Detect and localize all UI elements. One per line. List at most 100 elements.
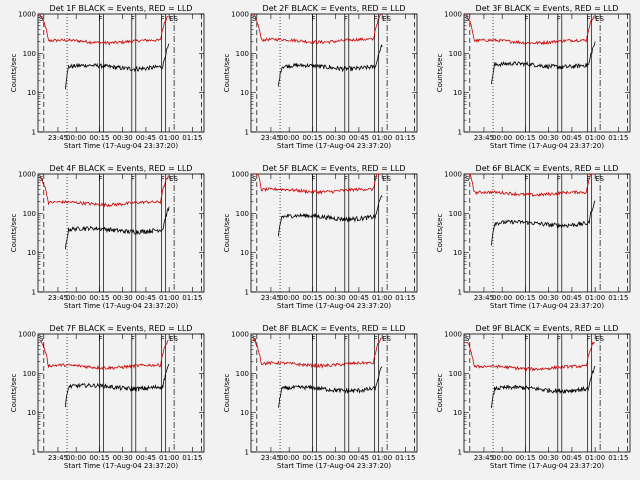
panel-title: Det 7F BLACK = Events, RED = LLD xyxy=(50,324,193,333)
x-tick-label: 00:15 xyxy=(89,134,109,142)
marker-label: F xyxy=(98,335,102,343)
x-tick-label: 00:30 xyxy=(539,134,559,142)
y-axis-label: Counts/sec xyxy=(436,54,444,93)
x-tick-label: 01:15 xyxy=(608,294,628,302)
x-tick-label: 00:30 xyxy=(113,294,133,302)
y-tick-label: 10 xyxy=(27,89,36,97)
panel-8: Det 8F BLACK = Events, RED = LLD 1 10 100 10… xyxy=(223,324,418,470)
x-axis-label: Start Time (17-Aug-04 23:37:20) xyxy=(490,302,604,310)
marker-label: F xyxy=(311,335,315,343)
y-tick-label: 1000 xyxy=(231,331,249,339)
x-tick-label: 00:15 xyxy=(515,134,535,142)
events-series-line xyxy=(491,41,596,85)
x-axis-label: Start Time (17-Aug-04 23:37:20) xyxy=(277,462,391,470)
x-tick-label: 23:45 xyxy=(48,454,68,462)
panel-9: Det 9F BLACK = Events, RED = LLD 1 10 100 10… xyxy=(436,324,631,470)
y-tick-label: 1 xyxy=(458,289,462,297)
marker-label: F xyxy=(557,335,561,343)
marker-label: ES xyxy=(382,335,391,343)
panel-7: Det 7F BLACK = Events, RED = LLD 1 10 100 10… xyxy=(10,324,205,470)
x-axis-label: Start Time (17-Aug-04 23:37:20) xyxy=(64,462,178,470)
marker-label: ES xyxy=(595,15,604,23)
y-tick-label: 1000 xyxy=(231,11,249,19)
y-tick-label: 10 xyxy=(453,409,462,417)
x-axis-label: Start Time (17-Aug-04 23:37:20) xyxy=(277,302,391,310)
y-tick-label: 1000 xyxy=(18,171,36,179)
plot-frame xyxy=(463,173,631,293)
y-tick-label: 10 xyxy=(453,249,462,257)
x-tick-label: 00:30 xyxy=(539,454,559,462)
x-tick-label: 00:15 xyxy=(302,454,322,462)
x-tick-label: 01:15 xyxy=(395,294,415,302)
lld-series-line xyxy=(466,173,595,197)
x-tick-label: 00:30 xyxy=(326,134,346,142)
marker-label: F xyxy=(344,335,348,343)
lld-series-line xyxy=(40,14,169,46)
marker-label: F xyxy=(131,175,135,183)
x-tick-label: 00:00 xyxy=(66,134,86,142)
plot-frame xyxy=(250,13,418,133)
marker-label: ES xyxy=(382,175,391,183)
panel-6: Det 6F BLACK = Events, RED = LLD 1 10 100 10… xyxy=(436,164,631,310)
y-tick-label: 100 xyxy=(236,370,249,378)
events-series-line xyxy=(491,365,596,409)
y-axis-label: Counts/sec xyxy=(223,214,231,253)
marker-label: F xyxy=(161,15,165,23)
y-tick-label: 10 xyxy=(27,249,36,257)
x-tick-label: 01:00 xyxy=(372,454,392,462)
marker-label: F xyxy=(131,335,135,343)
x-tick-label: 01:00 xyxy=(585,134,605,142)
events-series-line xyxy=(491,200,596,246)
y-tick-label: 1 xyxy=(245,449,249,457)
marker-label: F xyxy=(557,15,561,23)
y-axis-label: Counts/sec xyxy=(436,374,444,413)
panel-5: Det 5F BLACK = Events, RED = LLD 1 10 100 10… xyxy=(223,164,418,310)
events-series-line xyxy=(278,44,383,87)
marker-label: F xyxy=(161,335,165,343)
x-tick-label: 23:45 xyxy=(48,134,68,142)
x-tick-label: 01:00 xyxy=(585,454,605,462)
x-axis-label: Start Time (17-Aug-04 23:37:20) xyxy=(64,302,178,310)
x-tick-label: 00:00 xyxy=(66,294,86,302)
x-tick-label: 00:00 xyxy=(279,294,299,302)
panel-title: Det 3F BLACK = Events, RED = LLD xyxy=(476,4,619,13)
x-axis-label: Start Time (17-Aug-04 23:37:20) xyxy=(490,142,604,150)
y-tick-label: 1000 xyxy=(444,171,462,179)
events-series-line xyxy=(278,366,383,408)
x-tick-label: 00:00 xyxy=(492,294,512,302)
y-tick-label: 1000 xyxy=(231,171,249,179)
marker-label: S xyxy=(39,15,44,23)
lld-series-line xyxy=(253,13,382,45)
x-tick-label: 00:45 xyxy=(562,134,582,142)
plot-frame xyxy=(37,13,205,133)
panel-title: Det 8F BLACK = Events, RED = LLD xyxy=(263,324,406,333)
marker-label: F xyxy=(524,15,528,23)
x-tick-label: 00:30 xyxy=(113,134,133,142)
y-tick-label: 10 xyxy=(240,89,249,97)
marker-label: F xyxy=(98,15,102,23)
marker-label: F xyxy=(131,15,135,23)
y-axis-label: Counts/sec xyxy=(436,214,444,253)
panel-title: Det 9F BLACK = Events, RED = LLD xyxy=(476,324,619,333)
x-tick-label: 00:15 xyxy=(89,294,109,302)
marker-label: S xyxy=(465,15,470,23)
y-axis-label: Counts/sec xyxy=(10,54,18,93)
y-tick-label: 10 xyxy=(453,89,462,97)
y-tick-label: 1 xyxy=(245,129,249,137)
events-series-line xyxy=(65,43,170,90)
plot-frame xyxy=(250,333,418,453)
x-tick-label: 00:00 xyxy=(492,454,512,462)
y-tick-label: 1 xyxy=(458,449,462,457)
plot-frame xyxy=(463,333,631,453)
x-tick-label: 01:00 xyxy=(372,134,392,142)
marker-label: F xyxy=(311,175,315,183)
plot-frame xyxy=(37,333,205,453)
x-tick-label: 00:00 xyxy=(66,454,86,462)
y-tick-label: 100 xyxy=(23,370,36,378)
x-tick-label: 23:45 xyxy=(474,294,494,302)
y-tick-label: 1 xyxy=(245,289,249,297)
lld-series-line xyxy=(40,339,169,371)
y-tick-label: 100 xyxy=(449,210,462,218)
marker-label: ES xyxy=(595,175,604,183)
